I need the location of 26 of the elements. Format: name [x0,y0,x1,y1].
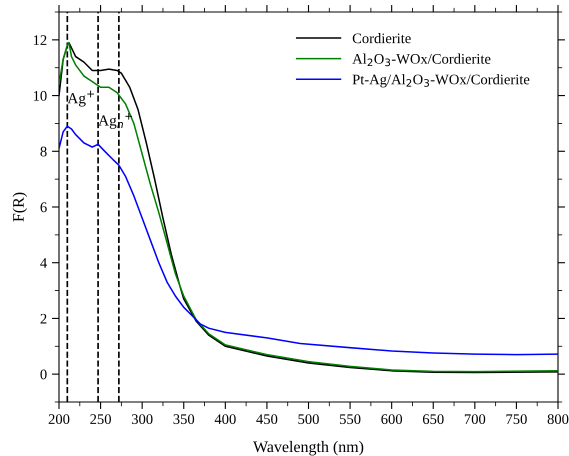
x-tick-label: 400 [214,414,236,424]
legend-label: Pt-Ag/Al$_{2}$O$_{3}$-WOx/Cordierite [352,74,530,88]
x-tick-label: 800 [548,414,568,424]
y-tick-label: 2 [40,314,46,324]
annotation: Ag$^{+}$ [67,90,94,107]
x-tick-label: 350 [174,414,194,424]
y-tick-label: 12 [34,35,46,45]
x-tick-label: 450 [256,414,278,424]
x-tick-label: 300 [132,414,153,424]
x-tick-label: 250 [90,414,111,424]
legend-label: Al$_{2}$O$_{3}$-WOx/Cordierite [352,54,490,66]
x-tick-label: 500 [298,414,319,424]
y-tick-label: 8 [40,146,47,156]
y-axis-title: F(R) [12,192,28,222]
x-tick-label: 650 [422,414,444,424]
y-tick-label: 4 [40,258,47,268]
legend-label: Cordierite [352,33,411,44]
x-tick-label: 600 [381,414,402,424]
y-tick-label: 0 [40,370,47,380]
x-tick-label: 750 [506,414,527,424]
x-tick-label: 700 [464,414,486,424]
y-tick-label: 6 [40,202,47,212]
x-tick-label: 200 [48,414,70,424]
y-tick-label: 10 [34,90,47,101]
x-tick-label: 550 [340,414,360,424]
x-axis-title: Wavelength (nm) [253,440,364,456]
